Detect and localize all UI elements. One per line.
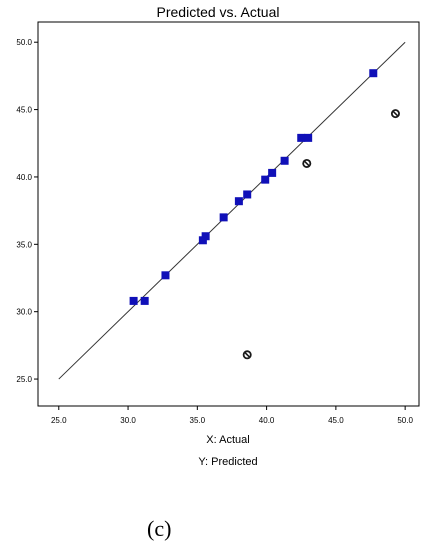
x-tick-label: 45.0	[328, 416, 344, 425]
outlier-slash	[243, 351, 251, 359]
y-axis-label: Y: Predicted	[198, 456, 257, 468]
data-points	[129, 69, 400, 360]
y-tick-label: 25.0	[16, 375, 32, 384]
data-point-square	[161, 271, 170, 280]
data-point-square	[219, 213, 228, 222]
panel-label: (c)	[147, 516, 172, 541]
data-point-square	[280, 156, 289, 165]
x-axis-label: X: Actual	[206, 434, 249, 446]
data-point-square	[201, 232, 210, 241]
data-point-square	[198, 236, 207, 245]
data-point-square	[304, 133, 313, 142]
data-point-square	[261, 175, 270, 184]
y-tick-label: 45.0	[16, 106, 32, 115]
y-tick-label: 35.0	[16, 240, 32, 249]
y-tick-label: 30.0	[16, 308, 32, 317]
data-point-square	[129, 296, 138, 305]
x-tick-label: 30.0	[120, 416, 136, 425]
x-tick-label: 40.0	[259, 416, 275, 425]
data-point-square	[297, 133, 306, 142]
x-tick-label: 25.0	[51, 416, 67, 425]
data-point-square	[268, 168, 277, 177]
y-tick-label: 50.0	[16, 38, 32, 47]
reference-line	[58, 41, 406, 380]
plot-frame	[37, 21, 420, 407]
y-tick-label: 40.0	[16, 173, 32, 182]
data-point-square	[243, 190, 252, 199]
outlier-slash	[392, 110, 399, 117]
data-point-square	[234, 197, 243, 206]
data-point-outlier	[390, 109, 400, 119]
data-point-outlier	[302, 158, 312, 168]
chart-title: Predicted vs. Actual	[157, 4, 280, 20]
x-axis-ticks: 25.0 30.0 35.0 40.0 45.0 50.0	[51, 406, 413, 425]
y-axis-ticks: 25.0 30.0 35.0 40.0 45.0 50.0	[16, 38, 38, 384]
x-tick-label: 35.0	[190, 416, 206, 425]
data-point-square	[369, 69, 378, 78]
data-point-square	[140, 296, 149, 305]
outlier-slash	[303, 160, 311, 167]
data-point-outlier	[242, 350, 252, 360]
x-tick-label: 50.0	[397, 416, 413, 425]
